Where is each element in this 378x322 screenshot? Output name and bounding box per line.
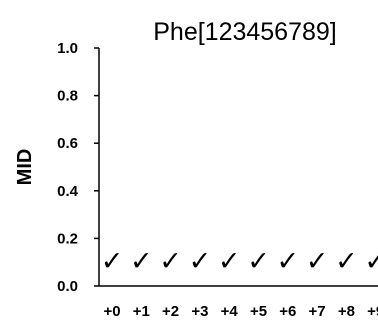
y-ticks: 0.0 0.2 0.4 0.6 0.8 1.0	[57, 40, 99, 295]
x-tick-label: +2	[162, 303, 179, 320]
x-tick-label: +7	[309, 303, 326, 320]
axes	[98, 48, 378, 287]
data-point: ✓	[335, 246, 358, 277]
y-tick-label: 1.0	[57, 40, 78, 57]
x-tick-label: +0	[103, 303, 120, 320]
x-tick-label: +9	[367, 303, 378, 320]
data-point: ✓	[159, 246, 182, 277]
y-tick-label: 0.8	[57, 88, 78, 105]
x-tick-label: +1	[133, 303, 150, 320]
x-tick-label: +6	[279, 303, 296, 320]
x-tick-label: +5	[250, 303, 267, 320]
y-tick-label: 0.2	[57, 230, 78, 247]
data-point: ✓	[101, 246, 124, 277]
y-axis-label: MID	[14, 149, 36, 186]
data-point: ✓	[218, 246, 241, 277]
chart-title: Phe[123456789]	[153, 18, 337, 46]
x-ticks: +0 +1 +2 +3 +4 +5 +6 +7 +8 +9	[103, 303, 378, 320]
y-tick-label: 0.6	[57, 135, 78, 152]
data-point: ✓	[130, 246, 153, 277]
data-marks: ✓ ✓ ✓ ✓ ✓ ✓ ✓ ✓ ✓ ✓	[101, 246, 378, 277]
x-tick-label: +8	[338, 303, 355, 320]
y-tick-label: 0.4	[57, 183, 79, 200]
data-point: ✓	[247, 246, 270, 277]
x-tick-label: +3	[191, 303, 208, 320]
data-point: ✓	[276, 246, 299, 277]
data-point: ✓	[364, 246, 378, 277]
data-point: ✓	[189, 246, 212, 277]
x-tick-label: +4	[221, 303, 239, 320]
data-point: ✓	[306, 246, 329, 277]
y-tick-label: 0.0	[57, 278, 78, 295]
